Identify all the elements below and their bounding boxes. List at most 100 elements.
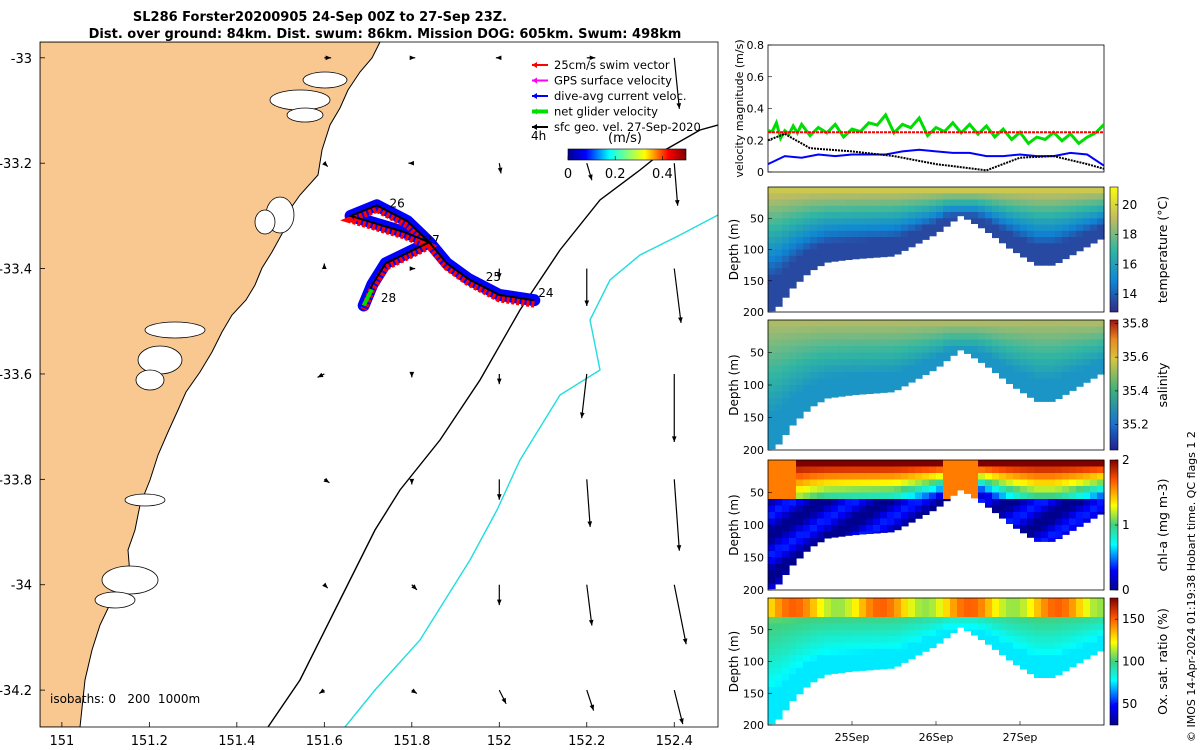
- heatmap-cell: [782, 205, 790, 213]
- heatmap-cell: [1048, 339, 1056, 347]
- heatmap-cell: [887, 512, 895, 520]
- heatmap-cell: [985, 604, 993, 612]
- heatmap-cell: [845, 604, 853, 612]
- heatmap-cell: [838, 320, 846, 328]
- heatmap-cell: [1062, 391, 1070, 395]
- heatmap-cell: [873, 230, 881, 238]
- heatmap-cell: [866, 237, 874, 244]
- colorbar-tick-label: 150: [1122, 612, 1145, 626]
- heatmap-cell: [859, 237, 867, 244]
- heatmap-cell: [1034, 636, 1042, 644]
- heatmap-cell: [915, 466, 923, 474]
- heatmap-cell: [782, 680, 790, 688]
- heatmap-cell: [775, 205, 783, 213]
- heatmap-cell: [845, 460, 853, 468]
- heatmap-cell: [950, 352, 958, 356]
- heatmap-cell: [817, 623, 825, 631]
- heatmap-cell: [985, 199, 993, 207]
- heatmap-cell: [1048, 642, 1056, 650]
- heatmap-cell: [978, 466, 986, 474]
- heatmap-cell: [775, 525, 783, 533]
- heatmap-cell: [1020, 385, 1028, 393]
- heatmap-cell: [1020, 326, 1028, 334]
- heatmap-cell: [887, 365, 895, 373]
- heatmap-cell: [908, 460, 916, 468]
- heatmap-cell: [1083, 205, 1091, 213]
- heatmap-cell: [803, 243, 811, 251]
- geo-velocity-arrow: [586, 163, 593, 181]
- heatmap-cell: [796, 531, 804, 539]
- heatmap-cell: [824, 617, 832, 624]
- heatmap-cell: [1062, 205, 1070, 213]
- heatmap-cell: [852, 326, 860, 334]
- heatmap-cell: [859, 218, 867, 226]
- heatmap-cell: [1090, 212, 1098, 219]
- heatmap-cell: [1034, 661, 1042, 669]
- estuary: [254, 209, 276, 235]
- heatmap-cell: [873, 352, 881, 360]
- heatmap-cell: [768, 499, 776, 507]
- heatmap-cell: [1027, 617, 1035, 624]
- heatmap-cell: [810, 230, 818, 238]
- heatmap-cell: [908, 466, 916, 474]
- heatmap-cell: [985, 636, 993, 644]
- heatmap-cell: [1076, 212, 1084, 219]
- heatmap-cell: [810, 326, 818, 334]
- heatmap-cell: [817, 224, 825, 232]
- estuary: [269, 89, 331, 111]
- heatmap-cell: [803, 667, 811, 675]
- heatmap-cell: [817, 661, 825, 669]
- heatmap-cell: [1069, 486, 1077, 494]
- heatmap-cell: [866, 187, 874, 194]
- heatmap-cell: [1027, 365, 1035, 373]
- heatmap-cell: [817, 505, 825, 513]
- heatmap-cell: [992, 339, 1000, 347]
- heatmap-cell: [1020, 339, 1028, 347]
- heatmap-cell: [817, 372, 825, 380]
- heatmap-cell: [775, 623, 783, 631]
- heatmap-cell: [887, 199, 895, 207]
- heatmap-cell: [866, 623, 874, 631]
- heatmap-cell: [1048, 199, 1056, 207]
- depth-tick-label: 150: [743, 687, 764, 700]
- heatmap-cell: [873, 466, 881, 474]
- heatmap-cell: [831, 320, 839, 328]
- isobath-1000m: [344, 214, 718, 727]
- heatmap-cell: [999, 346, 1007, 354]
- heatmap-cell: [817, 320, 825, 328]
- heatmap-cell: [887, 610, 895, 618]
- heatmap-cell: [1027, 346, 1035, 354]
- heatmap-cell: [831, 667, 839, 674]
- heatmap-cell: [1013, 205, 1021, 213]
- heatmap-cell: [803, 398, 811, 406]
- heatmap-cell: [978, 617, 986, 624]
- heatmap-cell: [1048, 505, 1056, 513]
- heatmap-cell: [859, 648, 867, 656]
- heatmap-cell: [1069, 320, 1077, 328]
- heatmap-cell: [782, 326, 790, 334]
- heatmap-cell: [1048, 623, 1056, 631]
- heatmap-cell: [1097, 346, 1105, 354]
- heatmap-cell: [1013, 346, 1021, 354]
- heatmap-cell: [936, 359, 944, 367]
- heatmap-cell: [950, 326, 958, 334]
- heatmap-cell: [810, 655, 818, 663]
- heatmap-cell: [873, 372, 881, 380]
- heatmap-cell: [999, 512, 1007, 519]
- heatmap-cell: [908, 505, 916, 513]
- heatmap-cell: [859, 326, 867, 334]
- heatmap-cell: [1083, 372, 1091, 380]
- heatmap-cell: [1076, 473, 1084, 481]
- heatmap-cell: [1062, 604, 1070, 612]
- heatmap-cell: [831, 479, 839, 487]
- heatmap-cell: [873, 460, 881, 468]
- heatmap-cell: [992, 460, 1000, 468]
- heatmap-cell: [887, 320, 895, 328]
- heatmap-cell: [845, 391, 853, 396]
- heatmap-cell: [873, 642, 881, 650]
- heatmap-cell: [929, 359, 937, 367]
- heatmap-cell: [796, 255, 804, 263]
- heatmap-cell: [789, 359, 797, 367]
- heatmap-cell: [831, 218, 839, 226]
